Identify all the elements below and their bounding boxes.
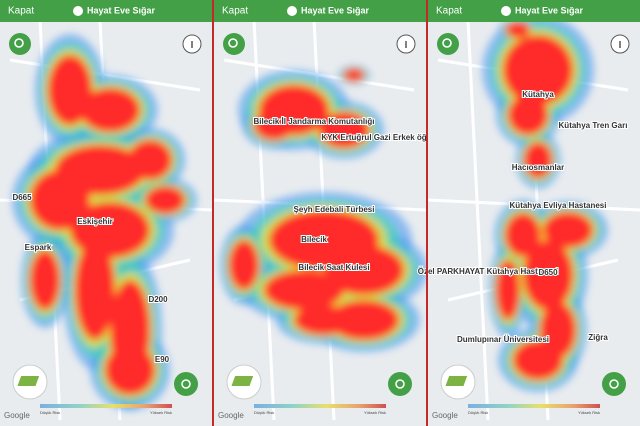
heat-blob — [70, 202, 150, 258]
layers-icon — [231, 376, 254, 386]
map-label: Bilecik Saat Kulesi — [298, 263, 369, 272]
heat-blob — [505, 213, 541, 257]
map-label: Hacıosmanlar — [512, 163, 564, 172]
app-icon — [73, 6, 83, 16]
legend-high: Yüksek Risk — [364, 410, 386, 415]
map-label: Kütahya Evliya Hastanesi — [510, 201, 607, 210]
locate-icon — [395, 379, 405, 389]
heat-blob — [75, 240, 115, 340]
map-label: Kütahya Tren Garı — [559, 121, 628, 130]
search-button[interactable] — [223, 33, 245, 55]
locate-button[interactable] — [602, 372, 626, 396]
heat-blob — [30, 170, 90, 230]
heat-blob — [543, 212, 593, 248]
legend-bar — [468, 404, 600, 408]
heat-blob — [496, 260, 520, 320]
heat-blob — [229, 240, 259, 290]
header-bar — [214, 0, 426, 22]
map-label: Kütahya — [522, 90, 554, 99]
legend-bar — [40, 404, 172, 408]
legend-low: Düşük Risk — [254, 410, 274, 415]
search-button[interactable] — [9, 33, 31, 55]
locate-button[interactable] — [388, 372, 412, 396]
heat-blob — [513, 340, 563, 380]
legend-low: Düşük Risk — [468, 410, 488, 415]
heatmap — [220, 65, 428, 352]
street — [466, 19, 490, 421]
map-label: D650 — [538, 268, 558, 277]
heat-blob — [324, 245, 404, 295]
legend-high: Yüksek Risk — [578, 410, 600, 415]
map-label: KYK Ertuğrul Gazi Erkek öğ — [321, 133, 426, 142]
header-title: Hayat Eve Sığar — [301, 5, 370, 15]
heat-blob — [105, 345, 155, 395]
map-label: D665 — [12, 193, 32, 202]
legend-low: Düşük Risk — [40, 410, 60, 415]
attribution: Google — [4, 411, 30, 420]
header-bar — [428, 0, 640, 22]
heat-blob — [30, 250, 60, 310]
map-label: Özel PARKHAYAT Kütahya Hastanesi — [418, 267, 559, 276]
heat-blob — [145, 186, 185, 214]
legend-high: Yüksek Risk — [150, 410, 172, 415]
legend-bar — [254, 404, 386, 408]
search-icon — [442, 38, 452, 48]
heat-blob — [524, 142, 552, 178]
map-label: Ziğra — [588, 333, 608, 342]
heat-blob — [344, 69, 364, 81]
heat-blob — [329, 300, 399, 340]
map-label: Bilecik İl Jandarma Komutanlığı — [254, 117, 375, 126]
heatmap — [12, 34, 197, 410]
heat-blob — [508, 95, 548, 135]
attribution: Google — [432, 411, 458, 420]
heat-blob — [294, 305, 354, 335]
app-icon — [501, 6, 511, 16]
close-button[interactable]: Kapat — [436, 6, 462, 17]
search-icon — [14, 38, 24, 48]
heat-blob — [523, 240, 573, 310]
heatmap — [482, 14, 608, 392]
heat-blob — [254, 110, 294, 140]
header-title: Hayat Eve Sığar — [515, 5, 584, 15]
heat-blob — [264, 270, 344, 310]
app-icon — [287, 6, 297, 16]
map-label: Şeyh Edebali Türbesi — [294, 205, 375, 214]
header-bar — [0, 0, 212, 22]
phone-panel: Kapat Hayat Eve Sığar Bilecik İl Jandarma … — [213, 0, 428, 426]
heat-blob — [319, 112, 369, 148]
close-button[interactable]: Kapat — [222, 6, 248, 17]
locate-icon — [609, 379, 619, 389]
phone-panel: Kapat Hayat Eve Sığar Kütahya Kütahya Tren … — [417, 0, 640, 426]
map-label: Espark — [25, 243, 52, 252]
map-label: Bilecik — [301, 235, 327, 244]
layers-icon — [445, 376, 468, 386]
map-label: D200 — [148, 295, 168, 304]
heat-blob — [80, 88, 140, 132]
map-label: Eskişehir — [77, 217, 113, 226]
search-icon — [228, 38, 238, 48]
map-label: E90 — [155, 355, 170, 364]
header-title: Hayat Eve Sığar — [87, 5, 156, 15]
attribution: Google — [218, 411, 244, 420]
close-button[interactable]: Kapat — [8, 6, 34, 17]
heat-blob — [506, 22, 530, 38]
locate-button[interactable] — [174, 372, 198, 396]
phone-panel: Kapat Hayat Eve Sığar Eskişehir Espark D665 D… — [0, 0, 213, 426]
search-button[interactable] — [437, 33, 459, 55]
locate-icon — [181, 379, 191, 389]
heat-blob — [503, 35, 573, 105]
layers-icon — [17, 376, 40, 386]
map-label: Dumlupınar Üniversitesi — [457, 335, 549, 344]
